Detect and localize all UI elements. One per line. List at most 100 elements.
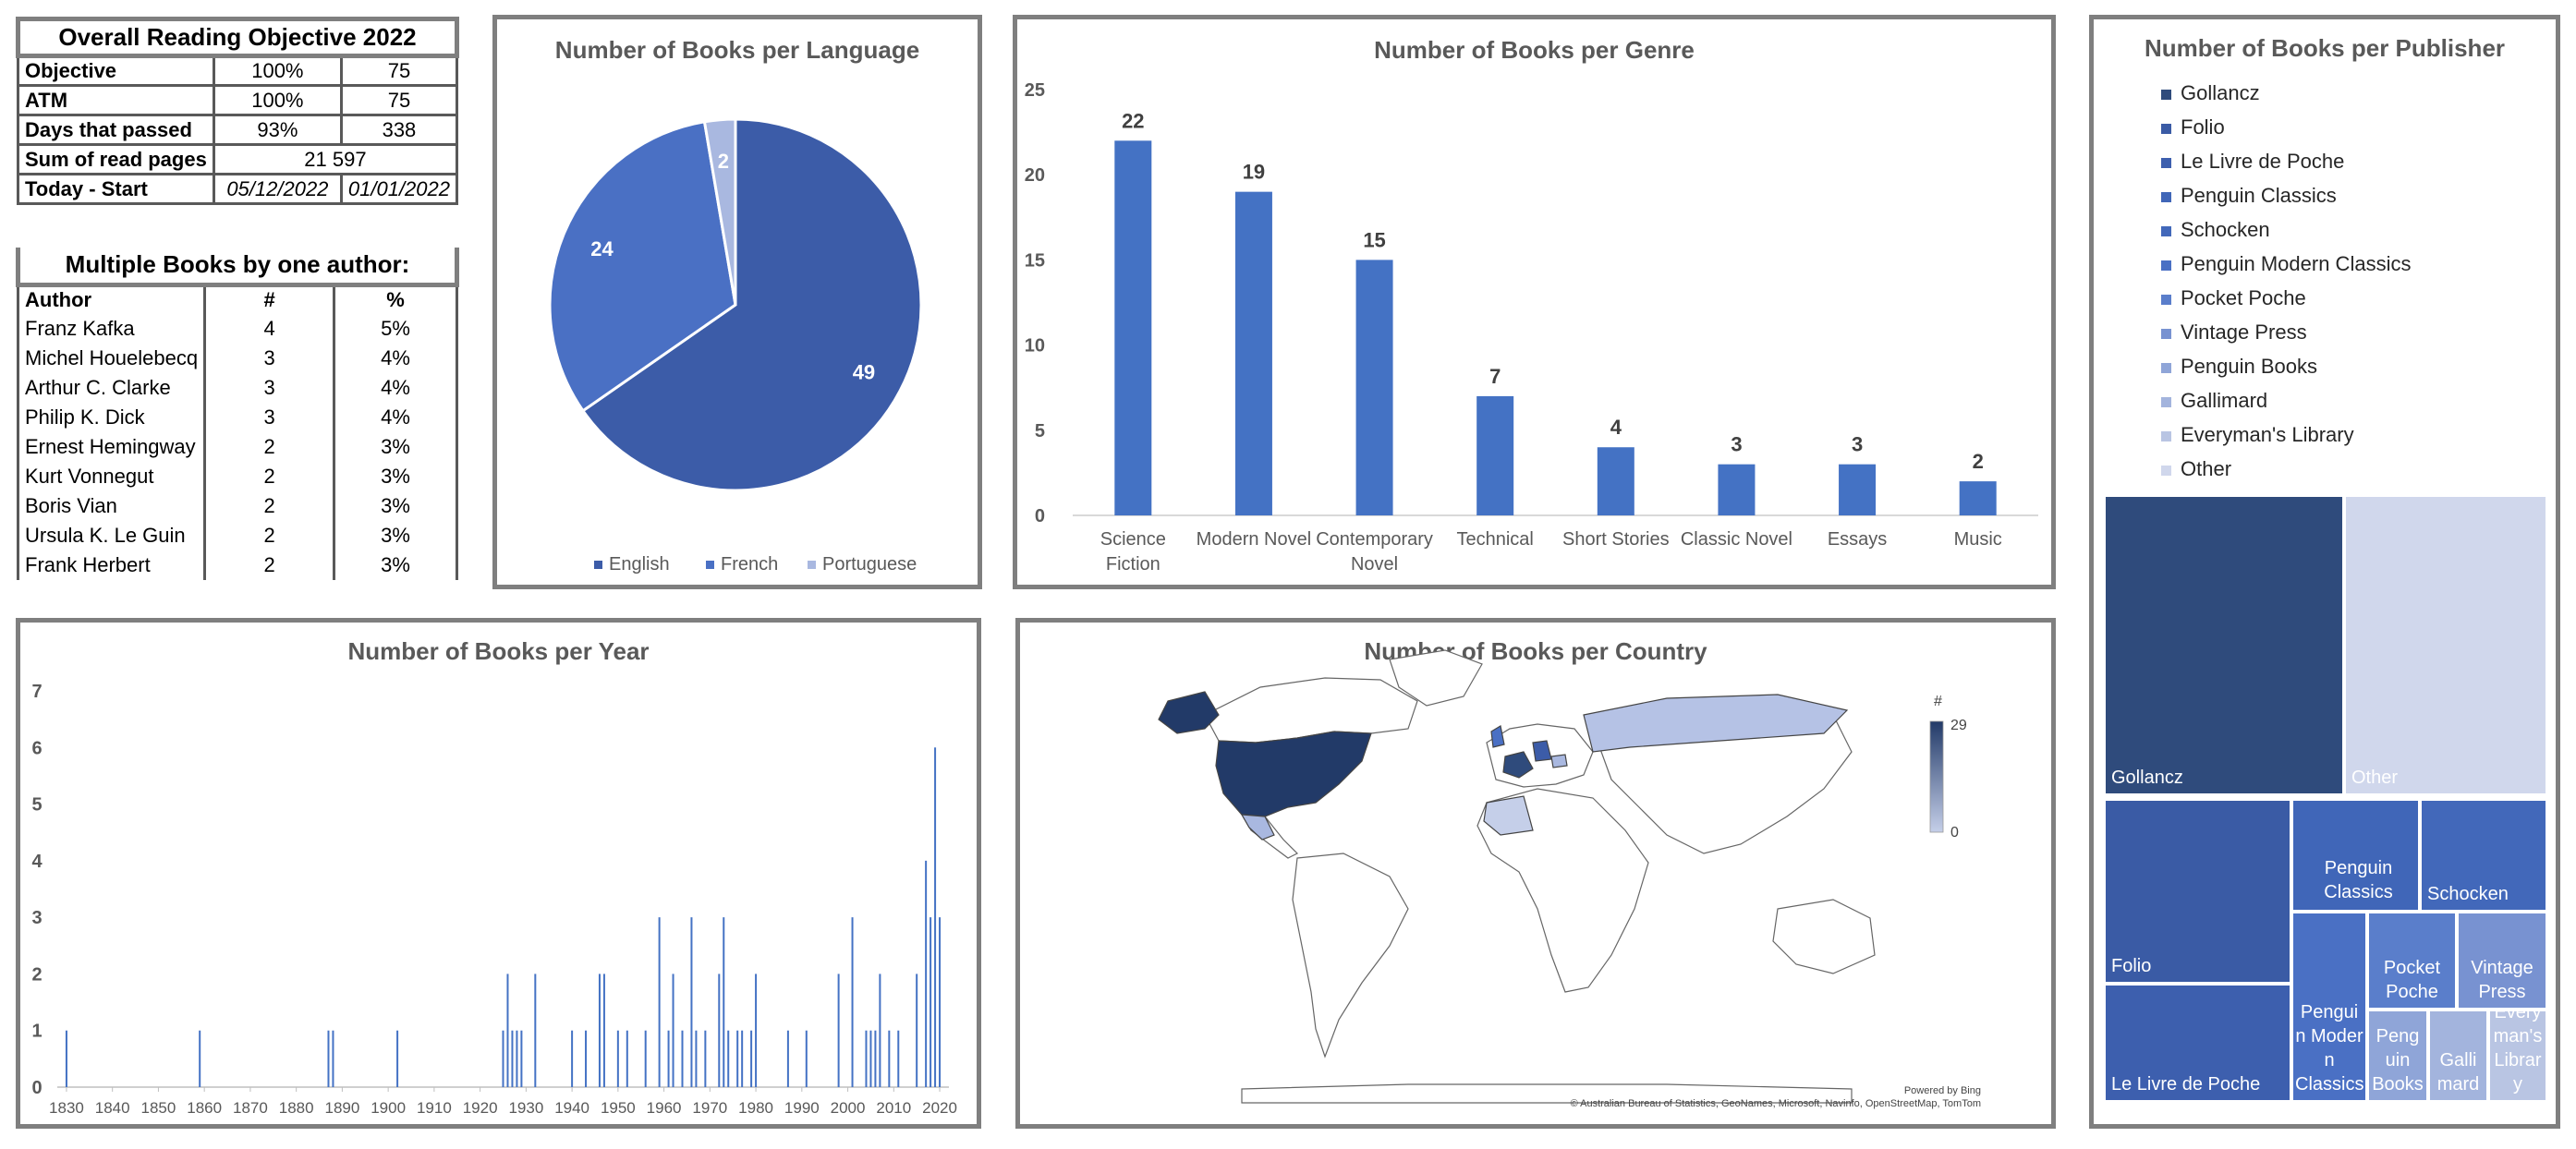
publisher-legend-swatch bbox=[2161, 157, 2171, 168]
genre-y-tick: 10 bbox=[1025, 336, 1045, 357]
genre-y-tick: 15 bbox=[1025, 250, 1045, 271]
author-row: Arthur C. Clarke 3 4% bbox=[16, 373, 458, 403]
year-bar bbox=[723, 917, 725, 1087]
genre-data-label: 7 bbox=[1489, 365, 1501, 388]
pie-slice bbox=[580, 117, 923, 492]
map-legend-min: 0 bbox=[1950, 825, 1959, 841]
year-x-tick: 2010 bbox=[876, 1099, 911, 1117]
publisher-legend-item: Gollancz bbox=[2161, 81, 2260, 105]
genre-bar bbox=[1355, 260, 1393, 515]
genre-x-tick: Short Stories bbox=[1562, 529, 1670, 550]
genre-x-tick: Fiction bbox=[1106, 554, 1160, 574]
publisher-legend-swatch bbox=[2161, 328, 2171, 339]
map-czech bbox=[1550, 754, 1568, 768]
map-alaska bbox=[1158, 691, 1220, 734]
publisher-legend-swatch bbox=[2161, 465, 2171, 476]
pie-legend-label: French bbox=[721, 554, 778, 574]
treemap-label: Peng uin Books bbox=[2372, 1026, 2424, 1095]
year-bar bbox=[690, 917, 693, 1087]
year-x-tick: 1830 bbox=[49, 1099, 84, 1117]
today-date: 05/12/2022 bbox=[212, 173, 343, 205]
treemap-label: Penguin Classics bbox=[2324, 858, 2393, 902]
year-x-tick: 1900 bbox=[371, 1099, 406, 1117]
pie-slice bbox=[548, 120, 737, 413]
year-y-tick: 3 bbox=[31, 908, 42, 928]
genre-bar bbox=[1476, 395, 1514, 515]
year-bar bbox=[874, 1030, 877, 1087]
year-y-tick: 6 bbox=[31, 738, 42, 758]
year-bar bbox=[502, 1030, 504, 1087]
author-row: Boris Vian 2 3% bbox=[16, 491, 458, 521]
year-bar bbox=[851, 917, 854, 1087]
genre-data-label: 22 bbox=[1122, 109, 1144, 132]
pie-data-label: 49 bbox=[853, 361, 875, 384]
year-bar bbox=[516, 1030, 518, 1087]
publisher-legend-item: Other bbox=[2161, 457, 2231, 481]
genre-bar bbox=[1959, 481, 1997, 515]
year-x-tick: 2020 bbox=[922, 1099, 957, 1117]
publisher-legend-swatch bbox=[2161, 430, 2171, 441]
map-africa bbox=[1476, 788, 1649, 993]
year-bar bbox=[879, 974, 881, 1087]
year-bar bbox=[571, 1030, 574, 1087]
genre-y-tick: 20 bbox=[1025, 165, 1045, 186]
pie-data-label: 2 bbox=[718, 150, 729, 173]
objective-row-pct: 100% bbox=[212, 54, 343, 87]
genre-bar bbox=[1114, 140, 1152, 515]
publisher-legend-label: Gollancz bbox=[2181, 81, 2260, 104]
author-count: 2 bbox=[203, 462, 336, 491]
atm-pct: 100% bbox=[212, 84, 343, 116]
genre-bar-chart: 0 5 10 15 20 25 22 Science Fiction 19 Modern Novel… bbox=[1025, 80, 2038, 574]
treemap-tile: Folio bbox=[2104, 799, 2291, 984]
author-row: Ursula K. Le Guin 2 3% bbox=[16, 521, 458, 550]
year-bar bbox=[897, 1030, 900, 1087]
treemap-label: Gollancz bbox=[2111, 768, 2183, 788]
year-x-tick: 1870 bbox=[233, 1099, 268, 1117]
days-passed-val: 338 bbox=[339, 114, 459, 146]
publisher-legend-swatch bbox=[2161, 294, 2171, 305]
publisher-legend-item: Schocken bbox=[2161, 218, 2270, 242]
map-uk bbox=[1490, 725, 1505, 748]
author-count: 3 bbox=[203, 403, 336, 432]
author-row: Ernest Hemingway 2 3% bbox=[16, 432, 458, 462]
author-name: Ursula K. Le Guin bbox=[16, 521, 207, 550]
treemap-tile: Pocket Poche bbox=[2367, 912, 2457, 1010]
year-x-tick: 1880 bbox=[279, 1099, 314, 1117]
pie-legend-swatch bbox=[706, 561, 714, 569]
language-pie-chart: 49 24 2 English French Portuguese bbox=[548, 117, 923, 574]
publisher-legend-label: Everyman's Library bbox=[2181, 423, 2354, 446]
map-antarctica bbox=[1241, 1083, 1853, 1104]
year-y-tick: 0 bbox=[31, 1078, 42, 1098]
genre-bar bbox=[1234, 191, 1272, 515]
author-name: Frank Herbert bbox=[16, 550, 207, 580]
publisher-legend-item: Everyman's Library bbox=[2161, 423, 2354, 447]
treemap-label: Pengui n Moder n Classics bbox=[2295, 1002, 2364, 1095]
year-bar bbox=[755, 974, 758, 1087]
author-count: 3 bbox=[203, 344, 336, 373]
author-row: Kurt Vonnegut 2 3% bbox=[16, 462, 458, 491]
pie-slice bbox=[702, 117, 737, 306]
publisher-legend-item: Penguin Classics bbox=[2161, 184, 2337, 208]
year-x-tick: 1960 bbox=[647, 1099, 682, 1117]
publisher-legend-item: Le Livre de Poche bbox=[2161, 150, 2344, 174]
year-x-tick: 1990 bbox=[784, 1099, 820, 1117]
year-chart-panel: Number of Books per Year 0 1 2 3 4 5 6 7 1830 184… bbox=[16, 618, 981, 1129]
year-bar bbox=[598, 974, 601, 1087]
treemap-tile: Penguin Classics bbox=[2291, 799, 2420, 912]
author-percent: 4% bbox=[333, 344, 458, 373]
days-passed-pct: 93% bbox=[212, 114, 343, 146]
publisher-legend-label: Vintage Press bbox=[2181, 321, 2307, 344]
publisher-legend-item: Gallimard bbox=[2161, 389, 2267, 413]
publisher-chart-title: Number of Books per Publisher bbox=[2144, 34, 2506, 62]
genre-y-tick: 0 bbox=[1035, 506, 1045, 526]
year-bar bbox=[865, 1030, 868, 1087]
authors-header-cell: Author bbox=[16, 284, 207, 314]
genre-bar bbox=[1839, 464, 1877, 515]
treemap-label: Schocken bbox=[2427, 884, 2509, 904]
publisher-legend-item: Pocket Poche bbox=[2161, 286, 2306, 310]
genre-data-label: 3 bbox=[1852, 433, 1863, 456]
year-bar bbox=[930, 917, 932, 1087]
author-name: Boris Vian bbox=[16, 491, 207, 521]
year-bar bbox=[939, 917, 942, 1087]
treemap-tile: Vintage Press bbox=[2457, 912, 2547, 1010]
